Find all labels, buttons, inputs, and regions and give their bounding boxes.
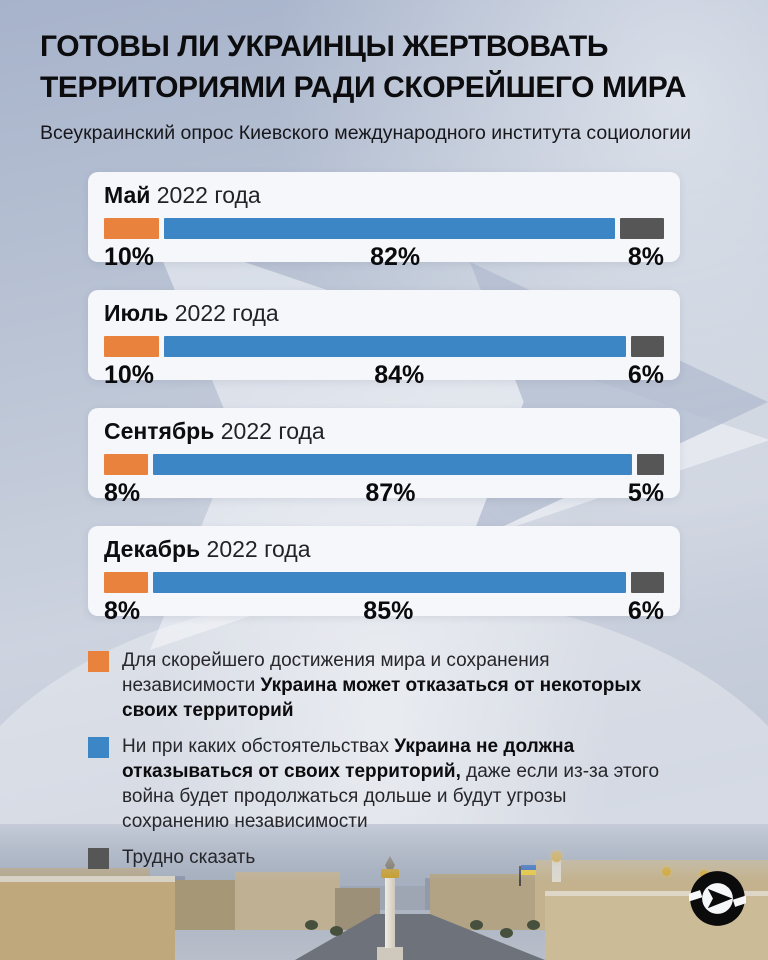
- value-label: 8%: [627, 242, 664, 271]
- legend-text-regular: даже если из-за этого война будет продол…: [122, 760, 660, 832]
- legend-item: Ни при каких обстоятельствах Украина не …: [88, 734, 662, 834]
- card-period-label: Сентябрь 2022 года: [104, 419, 664, 443]
- value-label: 6%: [627, 596, 664, 625]
- legend-text: Для скорейшего достижения мира и сохране…: [122, 648, 662, 723]
- period-month: Май: [104, 181, 151, 208]
- stacked-bar: [104, 217, 664, 239]
- bar-segment-gray: [630, 571, 664, 593]
- page-subtitle: Всеукраинский опрос Киевского международ…: [40, 121, 692, 144]
- tree: [470, 920, 483, 930]
- value-label: 8%: [104, 596, 141, 625]
- building: [235, 872, 340, 930]
- period-year: 2022 года: [214, 417, 325, 444]
- ukrainian-flag: [521, 865, 536, 875]
- period-year: 2022 года: [150, 181, 261, 208]
- bar-value-labels: 10% 84% 6%: [104, 360, 664, 390]
- bar-segment-orange: [104, 453, 148, 475]
- legend-swatch-orange: [88, 650, 109, 672]
- current-time-logo: [689, 871, 746, 926]
- value-label: 6%: [627, 360, 664, 389]
- survey-period-card: Декабрь 2022 года 8% 85% 6%: [88, 525, 680, 624]
- bar-segment-orange: [104, 217, 159, 239]
- tree: [305, 920, 318, 930]
- bell-tower: [552, 860, 561, 882]
- value-label: 10%: [104, 360, 155, 389]
- value-label: 87%: [365, 478, 416, 507]
- chart-legend: Для скорейшего достижения мира и сохране…: [88, 648, 662, 870]
- bar-segment-blue: [164, 217, 615, 239]
- kyiv-cityscape-photo: [0, 824, 768, 960]
- bar-segment-blue: [153, 453, 632, 475]
- content: ГОТОВЫ ЛИ УКРАИНЦЫ ЖЕРТВОВАТЬ ТЕРРИТОРИЯ…: [40, 26, 728, 870]
- bar-value-labels: 8% 87% 5%: [104, 478, 665, 508]
- value-label: 8%: [104, 478, 141, 507]
- stacked-bar: [104, 453, 664, 475]
- stacked-bar: [104, 571, 664, 593]
- card-period-label: Декабрь 2022 года: [104, 537, 664, 561]
- title-line-1: ГОТОВЫ ЛИ УКРАИНЦЫ ЖЕРТВОВАТЬ: [40, 30, 608, 63]
- legend-text-bold: Украина не должна отказываться от своих …: [122, 735, 575, 782]
- legend-text-regular: Ни при каких обстоятельствах: [122, 735, 395, 757]
- legend-text: Трудно сказать: [122, 845, 255, 870]
- legend-text-regular: Трудно сказать: [122, 846, 256, 868]
- independence-monument-base: [377, 947, 403, 960]
- period-month: Сентябрь: [104, 417, 215, 444]
- value-label: 82%: [370, 242, 421, 271]
- legend-text-bold: Украина может отказаться от некоторых св…: [122, 674, 642, 721]
- independence-monument-column: [385, 876, 395, 948]
- flag-pole: [519, 866, 521, 886]
- legend-swatch-gray: [88, 847, 109, 869]
- survey-period-card: Июль 2022 года 10% 84% 6%: [88, 289, 680, 388]
- survey-bar-chart: Май 2022 года 10% 82% 8% Июль 2022 года 10% 84…: [88, 171, 680, 624]
- period-month: Декабрь: [104, 535, 201, 562]
- value-label: 5%: [627, 478, 665, 507]
- value-label: 84%: [374, 360, 425, 389]
- bar-segment-gray: [631, 335, 664, 357]
- page-title: ГОТОВЫ ЛИ УКРАИНЦЫ ЖЕРТВОВАТЬ ТЕРРИТОРИЯ…: [40, 26, 728, 109]
- value-label: 85%: [363, 596, 414, 625]
- bar-segment-gray: [636, 453, 664, 475]
- bar-value-labels: 10% 82% 8%: [104, 242, 664, 272]
- survey-period-card: Май 2022 года 10% 82% 8%: [88, 171, 680, 270]
- tree: [330, 926, 343, 936]
- legend-swatch-blue: [88, 736, 109, 758]
- survey-period-card: Сентябрь 2022 года 8% 87% 5%: [88, 407, 680, 506]
- bar-value-labels: 8% 85% 6%: [104, 596, 664, 626]
- value-label: 10%: [104, 242, 155, 271]
- golden-dome: [700, 870, 708, 878]
- building: [430, 874, 540, 930]
- card-period-label: Май 2022 года: [104, 183, 664, 207]
- tree: [500, 928, 513, 938]
- period-month: Июль: [104, 299, 169, 326]
- bar-segment-blue: [153, 571, 626, 593]
- golden-dome: [662, 867, 671, 876]
- independence-monument-statue: [385, 856, 395, 869]
- golden-dome: [551, 851, 562, 862]
- tree: [527, 920, 540, 930]
- bar-segment-gray: [620, 217, 664, 239]
- period-year: 2022 года: [200, 535, 311, 562]
- legend-text-regular: Для скорейшего достижения мира и сохране…: [122, 649, 550, 696]
- stacked-bar: [104, 335, 664, 357]
- bar-segment-blue: [164, 335, 626, 357]
- bar-segment-orange: [104, 571, 149, 593]
- card-period-label: Июль 2022 года: [104, 301, 664, 325]
- independence-monument-capital: [381, 869, 399, 878]
- legend-item: Трудно сказать: [88, 845, 662, 870]
- title-line-2: ТЕРРИТОРИЯМИ РАДИ СКОРЕЙШЕГО МИРА: [40, 71, 686, 105]
- legend-item: Для скорейшего достижения мира и сохране…: [88, 648, 662, 723]
- legend-text: Ни при каких обстоятельствах Украина не …: [122, 734, 662, 834]
- period-year: 2022 года: [168, 299, 279, 326]
- bar-segment-orange: [104, 335, 159, 357]
- building-foreground: [0, 876, 175, 960]
